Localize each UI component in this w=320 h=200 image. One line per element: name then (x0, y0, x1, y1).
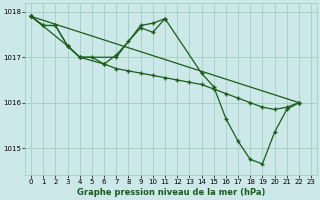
X-axis label: Graphe pression niveau de la mer (hPa): Graphe pression niveau de la mer (hPa) (77, 188, 265, 197)
